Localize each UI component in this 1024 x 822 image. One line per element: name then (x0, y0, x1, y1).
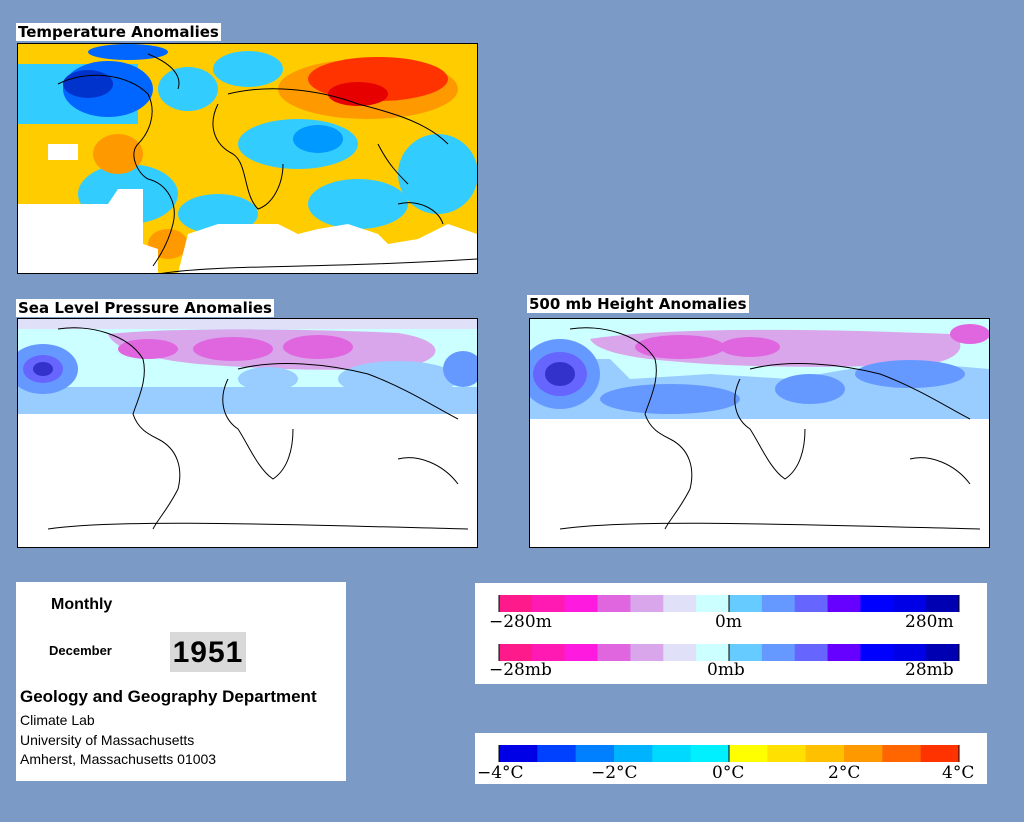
height-legend-min: −280m (489, 612, 552, 632)
temp-colorbar-swatch (614, 745, 653, 762)
temp-colorbar-swatch (920, 745, 960, 762)
lab-name: Climate Lab (20, 712, 95, 728)
height-colorbar-swatch (860, 595, 894, 612)
height-colorbar-swatch (531, 595, 566, 612)
temp-legend-label: 0°C (712, 763, 745, 783)
temp-colorbar-swatch (499, 745, 538, 762)
temp-colorbar-swatch (690, 745, 730, 762)
pressure-colorbar-swatch (926, 644, 960, 661)
height-colorbar-swatch (630, 595, 664, 612)
pressure-colorbar-swatch (729, 644, 763, 661)
pressure-colorbar-swatch (893, 644, 927, 661)
pressure-colorbar-swatch (597, 644, 631, 661)
pressure-colorbar-swatch (860, 644, 894, 661)
pressure-colorbar-swatch (696, 644, 730, 661)
temp-colorbar-swatch (882, 745, 922, 762)
pressure-colorbar-swatch (564, 644, 599, 661)
temp-legend-label: 2°C (828, 763, 861, 783)
pressure-legend-max: 28mb (905, 660, 954, 680)
info-panel: Monthly December 1951 Geology and Geogra… (16, 582, 346, 781)
slp-anomaly-map (17, 318, 478, 548)
temperature-colorbar (498, 745, 960, 762)
temp-colorbar-swatch (652, 745, 692, 762)
pressure-colorbar-swatch (761, 644, 796, 661)
pressure-colorbar-swatch (794, 644, 829, 661)
height-colorbar-swatch (729, 595, 763, 612)
temp-colorbar-swatch (729, 745, 768, 762)
height-colorbar-swatch (663, 595, 697, 612)
pressure-colorbar-swatch (499, 644, 533, 661)
department-name: Geology and Geography Department (20, 687, 317, 706)
university-name: University of Massachusetts (20, 732, 195, 748)
height-pressure-colorbars (498, 595, 960, 661)
temp-colorbar-swatch (844, 745, 883, 762)
height-legend-mid: 0m (715, 612, 742, 632)
temp-legend-label: 4°C (942, 763, 975, 783)
height-colorbar-swatch (564, 595, 599, 612)
temp-legend-label: −4°C (477, 763, 524, 783)
height-colorbar-swatch (926, 595, 960, 612)
city-address: Amherst, Massachusetts 01003 (20, 751, 217, 767)
height-legend-max: 280m (905, 612, 954, 632)
temperature-color-legend: −4°C −2°C 0°C 2°C 4°C (475, 733, 987, 784)
temperature-anomaly-map (17, 43, 478, 274)
year-display: 1951 (170, 632, 246, 672)
pressure-colorbar-swatch (827, 644, 861, 661)
pressure-colorbar-swatch (531, 644, 566, 661)
height-colorbar-swatch (597, 595, 631, 612)
period-label: Monthly (51, 596, 113, 613)
height-colorbar-swatch (499, 595, 533, 612)
height-colorbar-swatch (696, 595, 730, 612)
anomaly-color-legend: −280m 0m 280m −28mb 0mb 28mb (475, 583, 987, 684)
temp-colorbar-swatch (575, 745, 615, 762)
temp-colorbar-swatch (767, 745, 807, 762)
pressure-colorbar-swatch (663, 644, 697, 661)
height-500mb-anomaly-map (529, 318, 990, 548)
height-colorbar-swatch (893, 595, 927, 612)
height-colorbar-swatch (761, 595, 796, 612)
height-colorbar-swatch (827, 595, 861, 612)
slp-map-title: Sea Level Pressure Anomalies (16, 299, 274, 317)
pressure-legend-mid: 0mb (707, 660, 745, 680)
pressure-colorbar-swatch (630, 644, 664, 661)
month-label: December (49, 643, 112, 658)
temperature-map-title: Temperature Anomalies (16, 23, 221, 41)
height-map-title: 500 mb Height Anomalies (527, 295, 749, 313)
pressure-legend-min: −28mb (489, 660, 552, 680)
temp-colorbar-swatch (805, 745, 845, 762)
temp-legend-label: −2°C (591, 763, 638, 783)
height-colorbar-swatch (794, 595, 829, 612)
temp-colorbar-swatch (537, 745, 577, 762)
